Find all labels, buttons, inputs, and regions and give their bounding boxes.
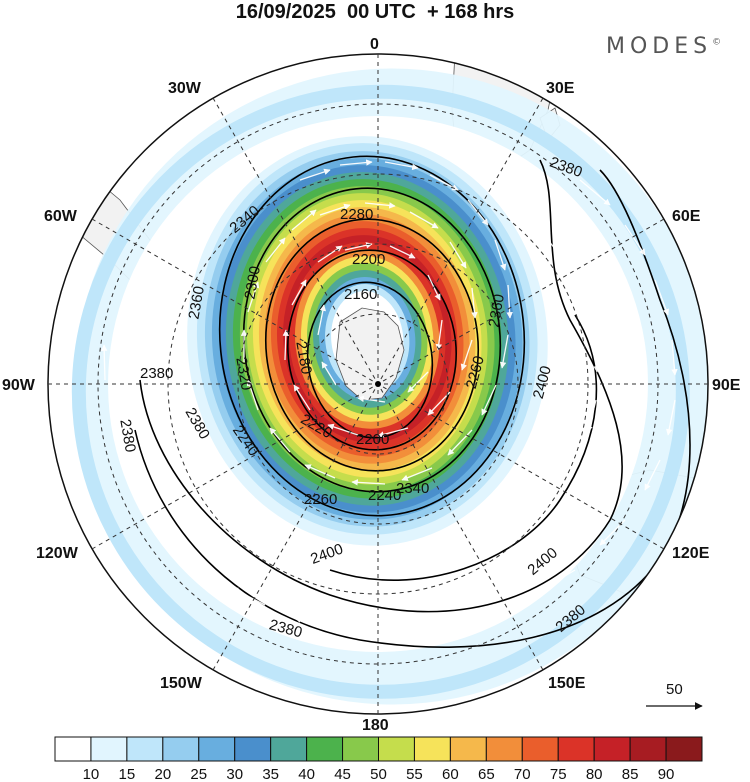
lon-label-120w: 120W xyxy=(36,545,79,562)
map-disc xyxy=(48,54,708,714)
lon-label-0: 0 xyxy=(370,36,379,53)
colorbar-tick-label: 45 xyxy=(334,766,351,782)
colorbar-tick-label: 85 xyxy=(622,766,639,782)
lon-label-180: 180 xyxy=(362,717,389,734)
south-pole-marker xyxy=(375,381,381,387)
colorbar-swatch xyxy=(90,736,128,762)
contour-label: 2240 xyxy=(368,487,401,504)
colorbar-tick-label: 80 xyxy=(586,766,603,782)
colorbar-tick-label: 40 xyxy=(298,766,315,782)
reference-vector: 50 xyxy=(646,681,703,710)
colorbar-tick-label: 15 xyxy=(119,766,136,782)
contour-label: 2380 xyxy=(116,418,139,454)
wind-speed-shading xyxy=(71,68,708,705)
lon-label-150e: 150E xyxy=(548,675,586,692)
colorbar-tick-label: 35 xyxy=(262,766,279,782)
lon-label-60w: 60W xyxy=(44,208,78,225)
colorbar-tick-label: 65 xyxy=(478,766,495,782)
colorbar-swatch xyxy=(378,736,415,762)
colorbar-swatch xyxy=(449,736,487,762)
contour-label: 2200 xyxy=(356,431,389,448)
colorbar-swatch xyxy=(162,736,200,762)
colorbar-tick-label: 70 xyxy=(514,766,531,782)
colorbar-swatch xyxy=(593,736,631,762)
colorbar-tick-label: 10 xyxy=(83,766,100,782)
brand-logo: MODES© xyxy=(606,34,721,59)
colorbar-tick-label: 60 xyxy=(442,766,459,782)
colorbar-swatch xyxy=(413,736,451,762)
colorbar-swatch xyxy=(665,736,703,762)
colorbar-tick-label: 50 xyxy=(370,766,387,782)
colorbar-swatch xyxy=(126,736,164,762)
contour-label: 2360 xyxy=(485,293,508,329)
brand-mark: © xyxy=(712,37,722,48)
contour-label: 2340 xyxy=(396,480,429,497)
colorbar: 10 15 20 25 30 35 40 45 50 55 60 65 70 75 80 85 90 xyxy=(54,736,703,782)
colorbar-swatch xyxy=(54,736,92,762)
contour-label: 2180 xyxy=(292,340,315,376)
contour-label: 2320 xyxy=(232,356,255,392)
contour-label: 2160 xyxy=(344,286,377,303)
contour-label: 2280 xyxy=(340,206,373,223)
contour-label: 2200 xyxy=(352,251,385,268)
contour-label: 2300 xyxy=(241,265,264,301)
lon-label-60e: 60E xyxy=(672,208,701,225)
lon-label-90w: 90W xyxy=(2,377,36,394)
land-antarctica-core xyxy=(335,307,405,401)
colorbar-tick-label: 30 xyxy=(226,766,243,782)
lon-label-150w: 150W xyxy=(160,675,203,692)
lon-label-30w: 30W xyxy=(168,80,202,97)
contour-label: 2260 xyxy=(304,491,337,508)
colorbar-swatch xyxy=(521,736,559,762)
longitude-labels: 0 30E 60E 90E 120E 150E 180 150W 120W 90… xyxy=(2,36,741,734)
contour-label: 2360 xyxy=(185,285,208,321)
colorbar-tick-label: 90 xyxy=(658,766,675,782)
lon-label-30e: 30E xyxy=(546,80,575,97)
colorbar-swatch xyxy=(234,736,272,762)
map-title: 16/09/2025 00 UTC + 168 hrs xyxy=(235,1,515,23)
colorbar-tick-label: 75 xyxy=(550,766,567,782)
colorbar-swatch xyxy=(306,736,344,762)
colorbar-swatch xyxy=(485,736,523,762)
lon-label-120e: 120E xyxy=(672,545,710,562)
reference-vector-label: 50 xyxy=(666,681,683,698)
brand-name: MODES xyxy=(606,34,713,59)
colorbar-swatch xyxy=(342,736,379,762)
colorbar-tick-label: 20 xyxy=(154,766,171,782)
contour-label: 2380 xyxy=(140,365,173,382)
colorbar-swatch xyxy=(557,736,595,762)
lon-label-90e: 90E xyxy=(712,377,741,394)
colorbar-tick-label: 25 xyxy=(190,766,207,782)
colorbar-swatch xyxy=(198,736,236,762)
colorbar-swatch xyxy=(629,736,667,762)
height-contours xyxy=(134,155,691,648)
colorbar-tick-label: 55 xyxy=(406,766,423,782)
colorbar-swatch xyxy=(270,736,308,762)
